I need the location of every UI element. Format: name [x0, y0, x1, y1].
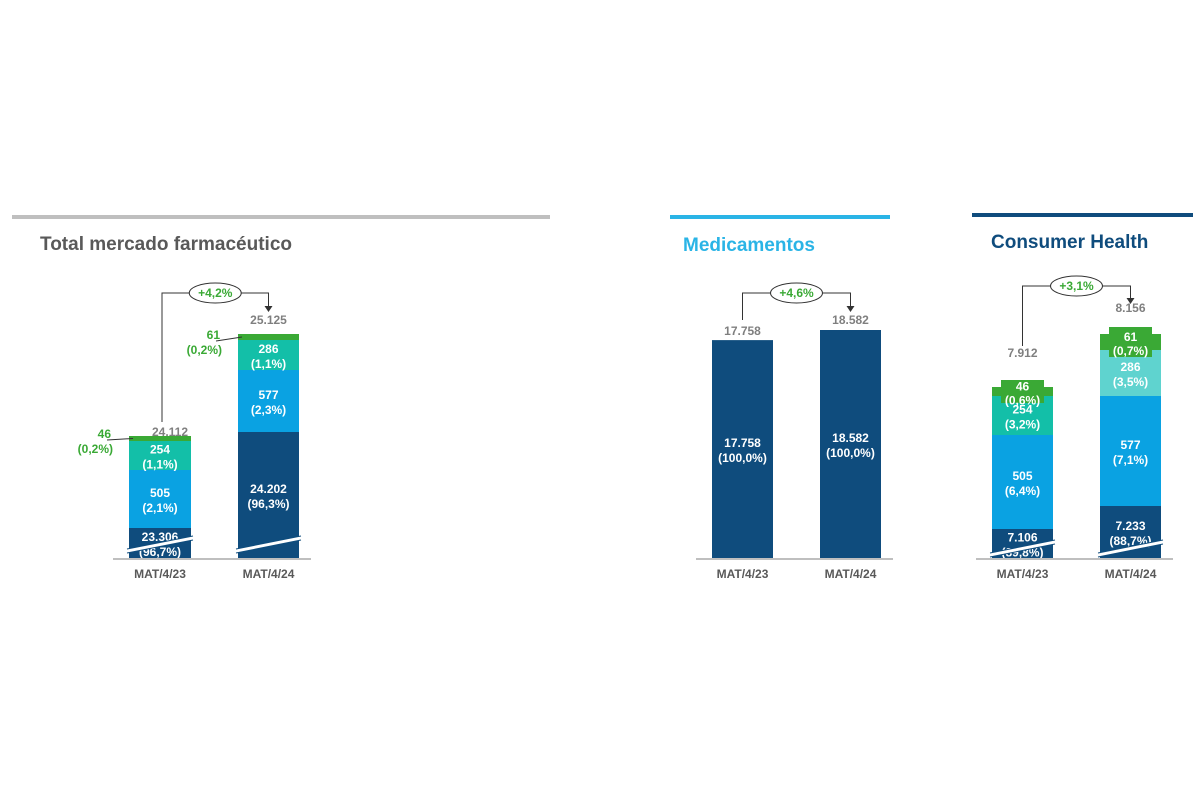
data-label: 286	[1120, 360, 1140, 374]
data-label-pct: (6,4%)	[1005, 484, 1040, 498]
bar-segment	[238, 340, 299, 370]
bar-segment	[129, 441, 191, 470]
data-label-pct: (100,0%)	[826, 446, 875, 460]
axis-break-line	[989, 539, 1056, 554]
data-label: 7.233	[1115, 519, 1145, 533]
total-label: 17.758	[724, 324, 761, 338]
growth-badge	[1050, 275, 1103, 297]
total-label: 18.582	[832, 313, 869, 327]
total-label: 8.156	[1115, 301, 1145, 315]
bar-segment	[129, 436, 191, 441]
growth-arrow	[264, 306, 273, 312]
data-label: 61	[207, 328, 221, 342]
growth-arrow	[1126, 298, 1135, 304]
axis-break-line	[1097, 543, 1164, 558]
data-label: 577	[1120, 438, 1140, 452]
data-label-pct: (2,1%)	[142, 501, 177, 515]
axis-break-line	[1097, 539, 1164, 554]
data-label-pct: (7,1%)	[1113, 453, 1148, 467]
data-label-pct: (3,5%)	[1113, 375, 1148, 389]
axis-break-line	[126, 535, 194, 550]
growth-label: +3,1%	[1059, 279, 1094, 293]
bar-segment	[820, 330, 881, 558]
growth-badge	[188, 282, 242, 304]
bar-segment-badge	[1001, 380, 1044, 403]
category-label: MAT/4/24	[825, 567, 877, 581]
axis-break-line	[235, 539, 302, 554]
category-label: MAT/4/23	[717, 567, 769, 581]
data-label: 46	[1016, 380, 1030, 394]
axis-break	[236, 536, 301, 553]
growth-label: +4,6%	[779, 286, 814, 300]
data-label: 505	[1012, 469, 1032, 483]
bar-segment	[238, 432, 299, 558]
leader-line	[215, 336, 243, 342]
data-label-pct: (2,3%)	[251, 403, 286, 417]
data-label: 18.582	[832, 431, 869, 445]
data-label-pct: (96,3%)	[247, 497, 289, 511]
category-label: MAT/4/23	[134, 567, 186, 581]
data-label-pct: (100,0%)	[718, 451, 767, 465]
total-label: 7.912	[1007, 346, 1037, 360]
panel-total-topline	[12, 215, 550, 219]
panel-medicamentos-topline	[670, 215, 890, 219]
growth-label: +4,2%	[198, 286, 233, 300]
data-label: 24.202	[250, 482, 287, 496]
data-label: 505	[150, 486, 170, 500]
growth-arrow	[846, 306, 855, 312]
total-label: 25.125	[250, 313, 287, 327]
category-label: MAT/4/24	[243, 567, 295, 581]
data-label: 254	[1012, 403, 1032, 417]
data-label-pct: (0,6%)	[1005, 394, 1040, 408]
data-label: 286	[258, 342, 278, 356]
bar-segment	[238, 334, 299, 340]
bar-segment	[1100, 396, 1161, 506]
growth-badge	[770, 282, 823, 304]
category-label: MAT/4/24	[1105, 567, 1157, 581]
axis-break-line	[126, 539, 194, 554]
category-label: MAT/4/23	[997, 567, 1049, 581]
data-label: 46	[98, 427, 112, 441]
data-label-pct: (1,1%)	[142, 458, 177, 472]
panel-consumer-health-topline	[972, 213, 1193, 217]
data-label-pct: (0,2%)	[78, 442, 113, 456]
panel-consumer-health-title: Consumer Health	[991, 232, 1149, 253]
bar-segment-badge	[1109, 327, 1152, 357]
bar-segment	[712, 340, 773, 558]
panel-total-title: Total mercado farmacéutico	[40, 234, 293, 255]
data-label: 254	[150, 443, 170, 457]
data-label: 17.758	[724, 436, 761, 450]
bar-segment	[129, 470, 191, 528]
data-label: 7.106	[1007, 531, 1037, 545]
data-label-pct: (0,7%)	[1113, 344, 1148, 358]
data-label-pct: (0,2%)	[187, 343, 222, 357]
axis-break	[990, 540, 1055, 557]
total-label: 24.112	[152, 425, 188, 439]
bar-segment	[238, 370, 299, 432]
data-label: 61	[1124, 330, 1138, 344]
axis-break	[1098, 540, 1163, 557]
axis-break-line	[989, 543, 1056, 558]
axis-break-line	[235, 535, 302, 550]
data-label-pct: (3,2%)	[1005, 418, 1040, 432]
leader-line	[106, 438, 134, 441]
bar-segment	[1100, 350, 1161, 396]
data-label-pct: (1,1%)	[251, 357, 286, 371]
axis-break	[127, 536, 193, 553]
data-label: 577	[258, 388, 278, 402]
panel-medicamentos-title: Medicamentos	[683, 235, 815, 256]
bar-segment	[992, 435, 1053, 529]
